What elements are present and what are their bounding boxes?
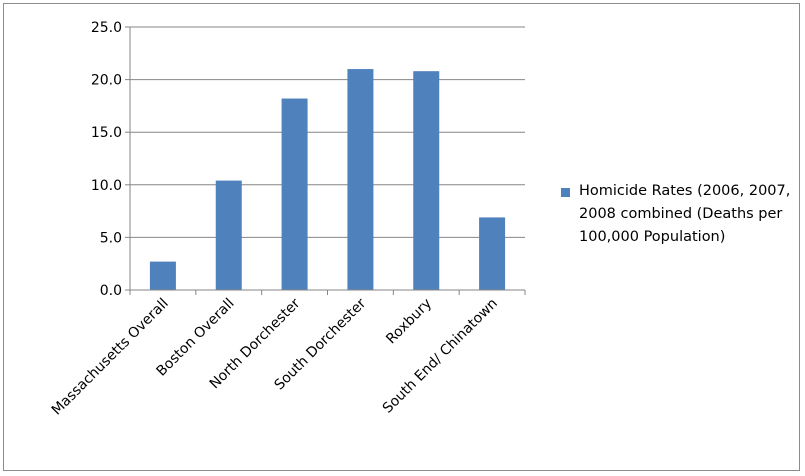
legend-swatch [561, 188, 570, 197]
legend: Homicide Rates (2006, 2007, 2008 combine… [561, 180, 796, 249]
y-tick-label: 5.0 [100, 230, 122, 246]
x-tick-label: Roxbury [383, 296, 435, 348]
y-tick-label: 20.0 [91, 73, 122, 89]
bar [281, 98, 308, 290]
bar [347, 69, 374, 290]
bar [479, 217, 506, 290]
bar [215, 180, 242, 290]
x-tick-label: South End/ Chinatown [380, 296, 501, 417]
bar [413, 71, 440, 291]
bar [149, 261, 176, 290]
y-tick-label: 0.0 [100, 283, 122, 299]
y-tick-label: 25.0 [91, 20, 122, 36]
y-tick-label: 10.0 [91, 178, 122, 194]
legend-label: Homicide Rates (2006, 2007, 2008 combine… [579, 183, 791, 245]
x-tick-label: Massachusetts Overall [49, 296, 172, 419]
y-tick-label: 15.0 [91, 125, 122, 141]
